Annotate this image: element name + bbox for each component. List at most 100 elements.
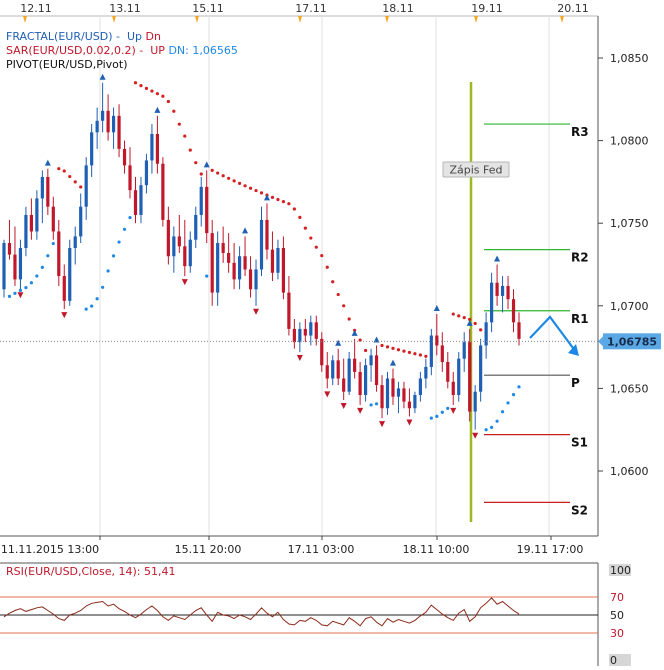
candle-body [144,160,149,186]
sar-dot [511,393,516,397]
candle-body [259,219,264,270]
sar-dot [210,168,214,172]
candle-body [57,231,61,277]
sar-dot [18,288,23,292]
candle-body [117,115,121,149]
sar-dot [281,200,286,204]
date-marker-icon [195,16,199,23]
sar-dot [95,297,99,301]
candle-body [40,176,44,199]
sar-dot [35,274,39,278]
sar-dot [402,349,406,353]
sar-dot [166,99,170,104]
sar-dot [396,348,401,352]
sar-dot [363,348,368,353]
legend-pivot-label: PIVOT(EUR/USD,Pivot) [6,58,128,71]
rsi-tick-bg [609,654,631,666]
sar-dot [325,265,329,269]
candle-body [95,120,99,133]
sar-dot [473,321,477,326]
sar-dot [298,215,302,219]
candle-body [424,366,428,379]
candle-body [347,358,351,392]
main-grid [99,16,550,536]
projection-arrow-line [529,315,577,353]
rsi-axis[interactable]: 100 70 50 30 0 [609,564,631,667]
price-axis[interactable]: 1,0850 1,0800 1,0750 1,0700 1,0650 1,0600 [598,52,649,478]
sar-dot [216,171,220,175]
sar-dot [259,191,264,195]
candle-body [227,252,231,263]
sar-dot [254,188,258,193]
fractal-up-icon [263,194,270,201]
candle-body [511,299,516,323]
candle-body [84,165,88,207]
sar-dot [46,254,50,258]
top-date-strip [0,0,598,16]
candle-body [232,262,236,280]
fractal-up-icon [466,319,473,326]
sar-dot [7,294,12,298]
sar-dot [84,307,88,311]
sar-dot [183,134,187,138]
rsi-tick-label: 30 [610,627,624,640]
fractal-down-icon [450,407,457,414]
y-tick-label: 1,0750 [610,217,649,230]
pivot-label-s1: S1 [571,436,588,450]
sar-dot [161,94,165,98]
candle-body [407,401,412,409]
date-marker-icon [298,16,302,23]
candle-body [440,345,444,362]
sar-dot [314,245,318,249]
legend-sar-up: UP [150,44,165,57]
top-date-label: 15.11 [192,2,224,15]
fractal-up-icon [203,161,210,168]
legend-sar-label: SAR(EUR/USD,0.02,0.2) [6,44,136,57]
candle-body [281,247,286,293]
candle-body [73,236,77,248]
legend-fractal-dn: Dn [146,30,161,43]
candle-body [342,378,346,392]
date-marker-icon [474,16,478,23]
candle-body [506,285,510,300]
sar-dot [303,226,307,230]
candle-body [237,256,242,280]
sar-dot [150,89,154,93]
y-tick-label: 1,0850 [610,52,649,65]
fractal-up-icon [389,359,396,366]
sar-dot [391,346,395,350]
sar-dot [276,197,280,202]
sar-dot [227,176,231,180]
candle-body [79,206,83,237]
candle-body [13,254,17,280]
fractal-down-icon [296,355,303,362]
y-tick-label: 1,0650 [610,382,649,395]
candle-body [155,133,160,164]
candle-body [325,365,329,379]
candle-body [128,165,132,191]
rsi-levels [0,596,598,634]
fractal-up-icon [154,106,161,113]
sar-dot [380,343,384,348]
y-tick-label: 1,0800 [610,135,649,148]
sar-dot [457,314,461,318]
fed-annotation-text: Zápis Fed [449,164,502,177]
sar-dot [369,403,373,407]
candle-body [363,365,368,396]
candle-body [29,214,33,232]
fractal-down-icon [17,292,24,299]
sar-dot [446,406,450,410]
sar-dot [451,312,455,316]
x-tick-label: 19.11 17:00 [517,543,584,556]
candle-body [314,322,318,339]
fractal-down-icon [379,421,386,428]
candle-body [490,282,494,323]
candle-body [380,385,384,409]
y-tick-label: 1,0700 [610,300,649,313]
candle-body [210,233,214,293]
candle-body [51,206,55,232]
candle-body [429,335,433,367]
rsi-tick-bg [609,564,631,576]
